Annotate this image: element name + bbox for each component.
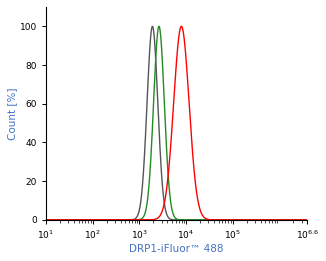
Y-axis label: Count [%]: Count [%] xyxy=(7,87,17,140)
X-axis label: DRP1-iFluor™ 488: DRP1-iFluor™ 488 xyxy=(129,244,224,254)
